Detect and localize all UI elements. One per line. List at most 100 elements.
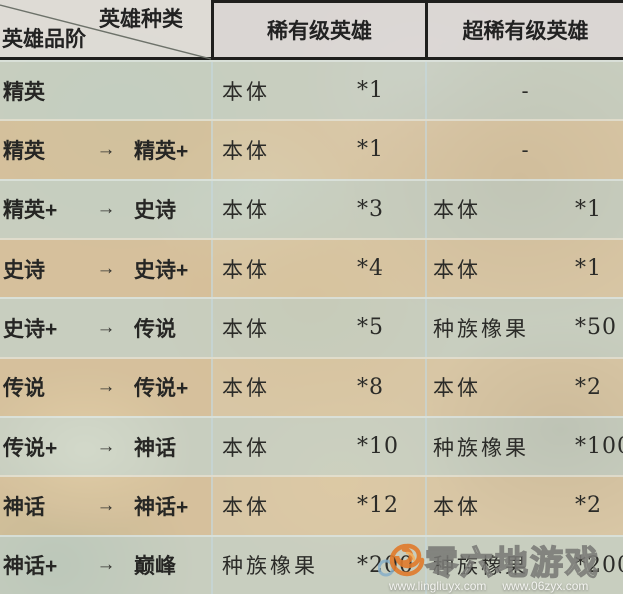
table-row: 神话+ → 巅峰 种族橡果 *200 种族橡果 *200 — [0, 534, 623, 594]
tier-cell: 史诗+ → 传说 — [0, 299, 211, 356]
table-row: 史诗+ → 传说 本体 *5 种族橡果 *50 — [0, 297, 623, 357]
rare-item: 本体 — [222, 198, 270, 223]
super-item: 种族橡果 — [433, 554, 529, 579]
super-item: - — [521, 137, 529, 162]
tier-to: 精英+ — [134, 139, 189, 163]
rare-count: *1 — [357, 137, 384, 163]
tier-from: 史诗 — [3, 258, 45, 282]
tier-cell: 神话+ → 巅峰 — [0, 537, 211, 594]
rare-item: 本体 — [222, 138, 270, 163]
rare-count: *10 — [357, 434, 399, 460]
super-item: 种族橡果 — [433, 316, 529, 341]
tier-from: 神话 — [3, 495, 45, 519]
super-item: 本体 — [433, 257, 481, 282]
rare-cost-cell: 本体 *1 — [211, 121, 425, 179]
super-cost-cell: 种族橡果 *50 — [425, 299, 623, 357]
rare-cost-cell: 本体 *3 — [211, 180, 425, 238]
table-header-row: 英雄种类 英雄品阶 稀有级英雄 超稀有级英雄 — [0, 0, 623, 60]
super-count: *1 — [575, 196, 602, 222]
super-count: *1 — [575, 256, 602, 282]
tier-to: 神话 — [134, 436, 176, 460]
tier-cell: 精英 — [0, 62, 211, 119]
arrow-icon: → — [96, 257, 116, 279]
table-row: 精英+ → 史诗 本体 *3 本体 *1 — [0, 178, 623, 238]
rare-count: *12 — [357, 493, 399, 519]
rare-cost-cell: 本体 *12 — [211, 477, 425, 535]
super-cost-cell: 种族橡果 *200 — [425, 536, 623, 594]
rare-cost-cell: 本体 *8 — [211, 358, 425, 416]
tier-from: 精英 — [3, 139, 45, 163]
super-item: 本体 — [433, 198, 481, 223]
arrow-icon: → — [96, 138, 116, 160]
column-header-super-rare: 超稀有级英雄 — [425, 0, 623, 57]
super-cost-cell: 种族橡果 *100 — [425, 417, 623, 476]
super-count: *2 — [575, 493, 602, 519]
table-row: 精英 → 精英+ 本体 *1 - — [0, 119, 623, 179]
super-item: 本体 — [433, 376, 481, 401]
rare-item: 本体 — [222, 316, 270, 341]
rare-count: *1 — [357, 78, 384, 104]
table-row: 传说 → 传说+ 本体 *8 本体 *2 — [0, 356, 623, 416]
tier-cell: 传说+ → 神话 — [0, 418, 211, 475]
arrow-icon: → — [96, 494, 116, 516]
rare-count: *200 — [357, 552, 414, 578]
super-count: *2 — [575, 374, 602, 400]
tier-to: 史诗+ — [134, 258, 189, 282]
super-count: *50 — [575, 315, 617, 341]
arrow-icon: → — [96, 198, 116, 220]
rare-cost-cell: 本体 *4 — [211, 239, 425, 298]
column-header-super-rare-label: 超稀有级英雄 — [462, 20, 589, 43]
tier-from: 神话+ — [3, 555, 58, 579]
super-cost-cell: - — [425, 121, 623, 179]
rare-count: *3 — [357, 196, 384, 222]
tier-cell: 精英 → 精英+ — [0, 121, 211, 179]
rare-cost-cell: 本体 *10 — [211, 417, 425, 476]
tier-from: 传说 — [3, 377, 45, 401]
tier-cell: 史诗 → 史诗+ — [0, 239, 211, 298]
tier-cell: 神话 → 神话+ — [0, 477, 211, 535]
corner-header-hero-tier: 英雄品阶 — [2, 28, 86, 51]
table-row: 精英 本体 *1 - — [0, 60, 623, 120]
tier-cell: 精英+ → 史诗 — [0, 181, 211, 238]
tier-from: 史诗+ — [3, 317, 58, 341]
corner-header-hero-type: 英雄种类 — [99, 8, 183, 31]
super-cost-cell: 本体 *2 — [425, 358, 623, 416]
super-count: *100 — [575, 434, 623, 460]
table-row: 史诗 → 史诗+ 本体 *4 本体 *1 — [0, 237, 623, 298]
rare-count: *4 — [357, 256, 384, 282]
super-item: 本体 — [433, 494, 481, 519]
rare-cost-cell: 本体 *5 — [211, 299, 425, 357]
tier-to: 巅峰 — [134, 555, 176, 579]
tier-to: 传说+ — [134, 377, 189, 401]
column-header-rare-label: 稀有级英雄 — [267, 20, 372, 43]
tier-cell: 传说 → 传说+ — [0, 358, 211, 416]
rare-item: 本体 — [222, 79, 270, 104]
super-item: 种族橡果 — [433, 435, 529, 460]
super-count: *200 — [575, 552, 623, 578]
tier-to: 史诗 — [134, 199, 176, 223]
rare-count: *8 — [357, 374, 384, 400]
rare-item: 本体 — [222, 257, 270, 282]
tier-from: 传说+ — [3, 436, 58, 460]
rare-item: 本体 — [222, 376, 270, 401]
arrow-icon: → — [96, 376, 116, 398]
rare-item: 种族橡果 — [222, 554, 318, 579]
diagonal-divider-line — [0, 4, 211, 60]
super-cost-cell: 本体 *1 — [425, 180, 623, 238]
arrow-icon: → — [96, 435, 116, 457]
table-row: 传说+ → 神话 本体 *10 种族橡果 *100 — [0, 415, 623, 476]
rare-item: 本体 — [222, 435, 270, 460]
tier-to: 传说 — [134, 317, 176, 341]
tier-to: 神话+ — [134, 495, 189, 519]
tier-from: 精英+ — [3, 199, 58, 223]
super-cost-cell: 本体 *1 — [425, 239, 623, 298]
column-header-rare: 稀有级英雄 — [211, 0, 425, 57]
arrow-icon: → — [96, 316, 116, 338]
rare-cost-cell: 本体 *1 — [211, 62, 425, 120]
super-cost-cell: 本体 *2 — [425, 477, 623, 535]
corner-header-cell: 英雄种类 英雄品阶 — [0, 0, 211, 60]
arrow-icon: → — [96, 554, 116, 576]
rare-count: *5 — [357, 315, 384, 341]
